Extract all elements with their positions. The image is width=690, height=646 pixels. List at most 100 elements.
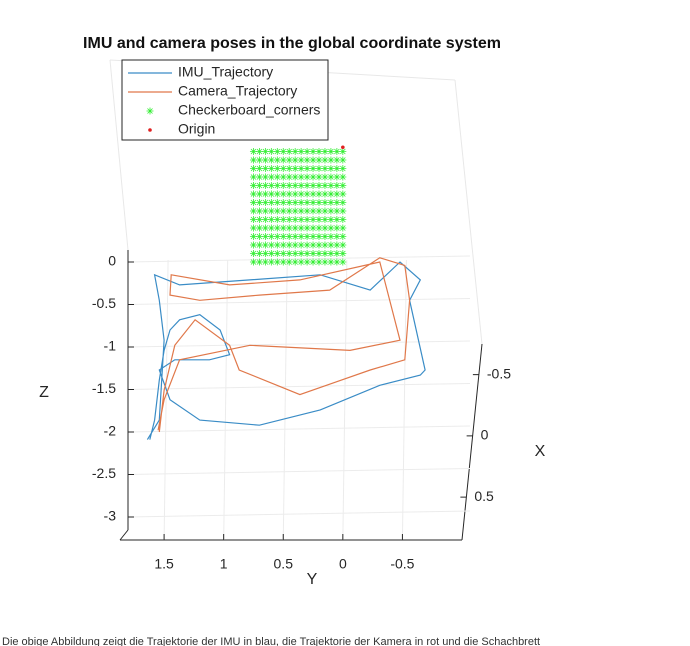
marker	[255, 165, 263, 172]
marker	[255, 216, 263, 223]
marker	[255, 156, 263, 164]
marker	[255, 173, 263, 181]
marker	[309, 241, 317, 249]
marker	[339, 224, 347, 232]
marker	[291, 199, 299, 206]
marker	[291, 250, 299, 257]
marker	[291, 148, 299, 155]
marker	[291, 190, 299, 198]
legend-label: IMU_Trajectory	[178, 64, 273, 80]
marker	[255, 250, 263, 257]
caption: Die obige Abbildung zeigt die Trajektori…	[2, 636, 541, 646]
marker	[297, 199, 305, 206]
marker	[267, 156, 275, 164]
marker	[291, 156, 299, 164]
chart-title: IMU and camera poses in the global coord…	[83, 35, 501, 52]
plot-area: 0 -0.5 -1 -1.5 -2 -2.5 -3 1.5 1 0.5 0 -0.5 -0.5 0 0.5	[92, 145, 511, 572]
y-tick-label: 0.5	[274, 556, 294, 572]
marker	[303, 258, 311, 266]
marker	[279, 199, 287, 206]
marker	[249, 207, 257, 215]
marker	[291, 173, 299, 181]
y-axis-label: Y	[307, 571, 318, 588]
marker	[273, 207, 281, 215]
grid-line	[282, 259, 288, 541]
marker	[315, 258, 323, 266]
marker	[297, 207, 305, 215]
y-tick-label: 1	[220, 556, 228, 572]
marker	[255, 224, 263, 232]
marker	[315, 182, 323, 189]
x-tick-label: 0	[481, 427, 489, 443]
marker	[261, 199, 269, 206]
marker	[297, 148, 305, 155]
marker	[261, 241, 269, 249]
marker	[303, 216, 311, 223]
marker	[309, 250, 317, 257]
marker	[327, 190, 335, 198]
marker	[303, 241, 311, 249]
marker	[303, 156, 311, 164]
marker	[291, 224, 299, 232]
marker	[309, 190, 317, 198]
y-tick-label: -0.5	[390, 556, 414, 572]
marker	[333, 148, 341, 155]
marker	[285, 224, 293, 232]
marker	[261, 165, 269, 172]
marker	[267, 190, 275, 198]
marker	[297, 182, 305, 189]
marker	[303, 224, 311, 232]
y-tick-label: 1.5	[154, 556, 174, 572]
marker	[339, 241, 347, 249]
legend-swatch	[146, 107, 154, 115]
marker	[291, 182, 299, 189]
marker	[303, 165, 311, 172]
marker	[273, 250, 281, 257]
marker	[333, 156, 341, 164]
marker	[327, 233, 335, 240]
marker	[315, 216, 323, 223]
z-tick-label: -0.5	[92, 295, 116, 311]
marker	[261, 233, 269, 240]
marker	[273, 148, 281, 155]
z-tick-label: -2	[104, 423, 117, 439]
marker	[291, 233, 299, 240]
marker	[267, 165, 275, 172]
marker	[267, 233, 275, 240]
marker	[261, 250, 269, 257]
marker	[315, 250, 323, 257]
marker	[321, 190, 329, 198]
marker	[333, 233, 341, 240]
marker	[273, 173, 281, 181]
marker	[327, 156, 335, 164]
marker	[327, 216, 335, 223]
marker	[291, 258, 299, 266]
marker	[249, 216, 257, 223]
marker	[267, 173, 275, 181]
marker	[285, 190, 293, 198]
marker	[339, 156, 347, 164]
marker	[267, 258, 275, 266]
marker	[279, 165, 287, 172]
marker	[327, 241, 335, 249]
marker	[255, 233, 263, 240]
marker	[249, 250, 257, 257]
marker	[321, 250, 329, 257]
marker	[303, 233, 311, 240]
marker	[315, 224, 323, 232]
z-tick-label: -3	[104, 508, 117, 524]
grid-line	[127, 255, 471, 263]
marker	[273, 216, 281, 223]
marker	[333, 173, 341, 181]
marker	[333, 250, 341, 257]
marker	[249, 241, 257, 249]
marker	[297, 190, 305, 198]
marker	[249, 165, 257, 172]
grid-line	[127, 468, 471, 475]
marker	[309, 199, 317, 206]
marker	[279, 250, 287, 257]
marker	[267, 224, 275, 232]
marker	[273, 156, 281, 164]
marker	[297, 250, 305, 257]
